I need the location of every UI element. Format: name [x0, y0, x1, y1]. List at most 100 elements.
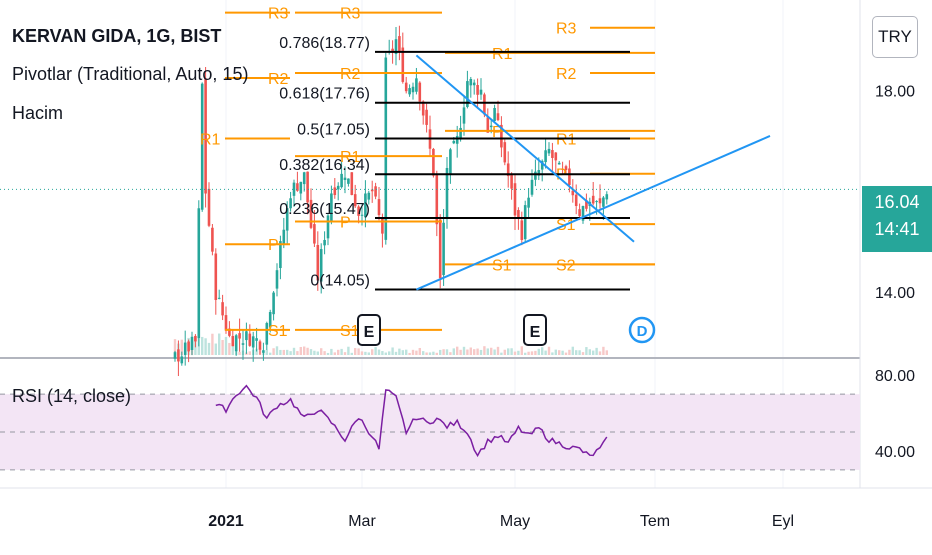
volume-bar [571, 346, 574, 355]
volume-bar [306, 347, 309, 355]
volume-bar [330, 348, 333, 355]
candle-body [343, 177, 347, 181]
volume-bar [228, 342, 231, 355]
earnings-event-label: E [530, 324, 541, 341]
volume-bar [561, 350, 564, 355]
volume-bar [320, 348, 323, 355]
candle-body [523, 205, 527, 240]
volume-bar [272, 348, 275, 355]
volume-bar [384, 352, 387, 355]
candle-body [262, 350, 265, 353]
time-tick-label: Tem [640, 513, 670, 530]
candle-body [194, 335, 197, 342]
candle-body [299, 181, 303, 194]
volume-bar [425, 352, 428, 355]
volume-bar [411, 349, 415, 355]
symbol-title[interactable]: KERVAN GIDA, 1G, BIST [12, 26, 222, 46]
candle-body [197, 208, 201, 339]
candle-body [435, 173, 439, 225]
pivots-legend[interactable]: Pivotlar (Traditional, Auto, 15) [12, 64, 249, 84]
candle-body [353, 194, 357, 207]
volume-bar [405, 349, 408, 355]
candle-body [591, 195, 595, 204]
volume-bar [394, 351, 398, 355]
pivot-level-label: R2 [556, 66, 577, 83]
volume-bar [544, 350, 547, 355]
volume-bar [248, 351, 251, 355]
volume-bar [371, 349, 374, 355]
volume-bar [486, 348, 489, 355]
candle-body [438, 219, 442, 279]
candle-body [207, 188, 211, 226]
candle-body [462, 107, 466, 124]
candle-body [234, 335, 238, 352]
candle-body [251, 336, 255, 348]
candle-body [421, 101, 425, 116]
candle-body [245, 331, 248, 341]
candle-body [551, 150, 554, 158]
volume-legend[interactable]: Hacim [12, 103, 64, 123]
pivot-level-label: R2 [340, 66, 361, 83]
price-tick-label: 14.00 [875, 285, 915, 302]
currency-button[interactable]: TRY [872, 16, 918, 58]
pivot-level-label: R1 [556, 131, 577, 148]
candle-body [221, 302, 224, 316]
dividend-event-icon [628, 316, 656, 344]
candle-body [173, 352, 177, 359]
volume-bar [207, 342, 211, 355]
volume-bar [517, 350, 520, 355]
volume-bar [398, 348, 401, 355]
candle-body [313, 224, 316, 244]
candle-body [517, 210, 520, 219]
volume-bar [316, 351, 319, 355]
volume-bar [381, 351, 384, 355]
candle-body [493, 108, 496, 121]
rsi-line [215, 384, 608, 458]
volume-bar [377, 349, 381, 355]
volume-bar [388, 351, 391, 355]
pivot-level-label: S2 [556, 257, 576, 274]
volume-bar [435, 352, 438, 355]
candle-body [347, 178, 350, 184]
candle-body [200, 83, 204, 210]
candle-body [374, 186, 377, 197]
volume-bar [598, 351, 602, 355]
pivot-level-label: R1 [340, 149, 361, 166]
candle-body [564, 166, 568, 170]
pivot-level-label: S1 [268, 323, 288, 340]
candle-body [513, 183, 517, 216]
candle-body [282, 229, 286, 245]
pivot-level-label: R1 [200, 131, 221, 148]
candle-body [574, 194, 578, 206]
candle-body [214, 253, 218, 300]
candle-body [510, 173, 513, 189]
candle-body [483, 94, 486, 115]
last-price: 16.04 [874, 192, 920, 212]
volume-bar [218, 333, 221, 355]
candle-body [554, 152, 558, 161]
pivot-level-label: S1 [492, 257, 512, 274]
volume-bar [483, 346, 486, 355]
rsi-legend[interactable]: RSI (14, close) [12, 386, 132, 406]
candle-body [503, 142, 507, 163]
candle-body [479, 89, 483, 95]
candle-body [180, 356, 184, 364]
volume-bar [289, 351, 292, 355]
candle-body [496, 113, 500, 121]
pivot-level-label: R2 [268, 71, 289, 88]
fib-level-label: 0.5(17.05) [297, 121, 370, 138]
candle-body [404, 82, 408, 92]
time-tick-label: Mar [348, 513, 376, 530]
rsi-tick-label: 80.00 [875, 368, 915, 385]
earnings-event-label: E [364, 324, 375, 341]
candle-body [469, 78, 473, 86]
fib-level-label: 0.236(15.47) [279, 201, 370, 218]
pivot-level-label: P [492, 124, 503, 141]
volume-bar [581, 352, 585, 355]
volume-bar [466, 349, 469, 355]
candle-body [540, 160, 544, 170]
candle-body [489, 125, 493, 128]
candle-body [241, 343, 245, 345]
